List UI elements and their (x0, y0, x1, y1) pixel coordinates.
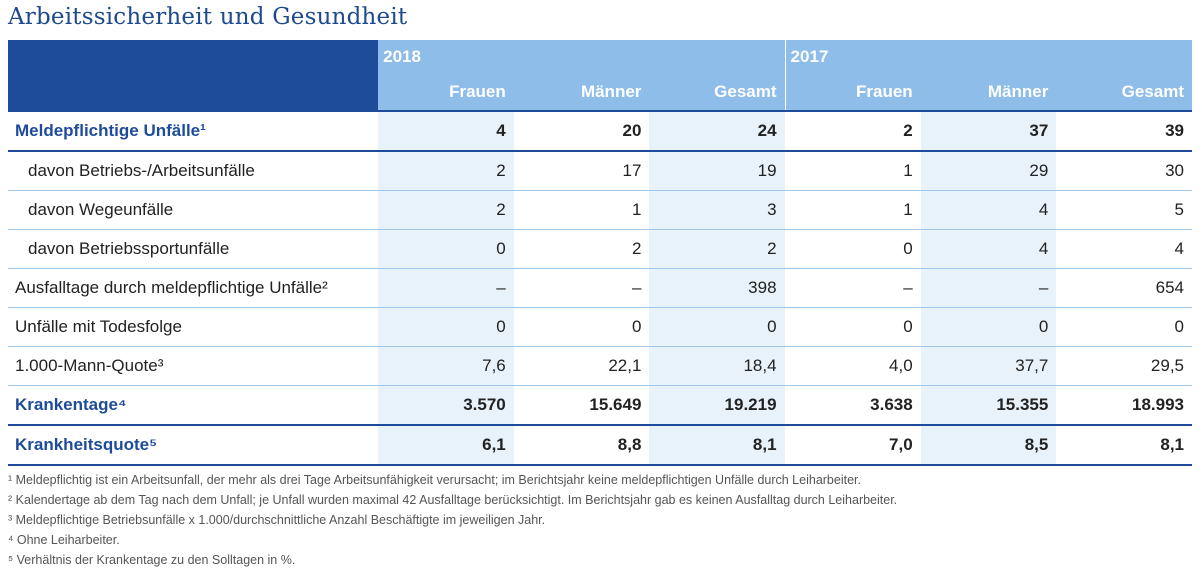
table-cell: 18,4 (649, 346, 786, 386)
table-cell: 17 (513, 151, 650, 191)
footnote: ⁵ Verhältnis der Krankentage zu den Soll… (8, 553, 296, 567)
row-label: Ausfalltage durch meldepflichtige Unfäll… (8, 268, 379, 308)
table-cell: 0 (920, 307, 1057, 347)
row-label: Krankheitsquote⁵ (8, 425, 379, 466)
table-row: Ausfalltage durch meldepflichtige Unfäll… (8, 268, 1192, 308)
year-header-2017: 2017 (784, 40, 1192, 73)
column-header: Gesamt (1056, 73, 1192, 111)
table-body: Meldepflichtige Unfälle¹ 4 20 24 2 37 39 davon … (8, 110, 1192, 466)
table-cell: 8,5 (920, 425, 1057, 466)
table-cell: 654 (1056, 268, 1192, 308)
row-label: davon Betriebssportunfälle (8, 229, 379, 269)
table-cell: 29 (920, 151, 1057, 191)
table-row: davon Wegeunfälle 2 1 3 1 4 5 (8, 190, 1192, 230)
table-cell: 30 (1056, 151, 1192, 191)
table-cell: 2 (513, 229, 650, 269)
table-cell: 7,6 (378, 346, 514, 386)
table-cell: 7,0 (784, 425, 921, 466)
table-row: Unfälle mit Todesfolge 0 0 0 0 0 0 (8, 307, 1192, 347)
column-header: Männer (920, 73, 1057, 111)
table-cell: – (784, 268, 921, 308)
footnote: ¹ Meldepflichtig ist ein Arbeitsunfall, … (8, 473, 861, 487)
table-cell: 0 (378, 229, 514, 269)
safety-health-table: 2018 2017 Frauen Männer Gesamt Frauen Mä… (8, 40, 1192, 466)
table-cell: 24 (649, 110, 786, 152)
table-row: Krankentage⁴ 3.570 15.649 19.219 3.638 15.355… (8, 385, 1192, 426)
table-cell: 1 (513, 190, 650, 230)
table-cell: 8,1 (649, 425, 786, 466)
footnote: ² Kalendertage ab dem Tag nach dem Unfal… (8, 493, 898, 507)
table-cell: 0 (784, 229, 921, 269)
column-header: Frauen (784, 73, 921, 111)
year-header-2018: 2018 (378, 40, 786, 73)
table-cell: 4 (920, 190, 1057, 230)
table-cell: 4,0 (784, 346, 921, 386)
table-cell: 3 (649, 190, 786, 230)
table-cell: 4 (1056, 229, 1192, 269)
table-cell: 5 (1056, 190, 1192, 230)
table-row: davon Betriebssportunfälle 0 2 2 0 4 4 (8, 229, 1192, 269)
table-cell: 1 (784, 151, 921, 191)
table-cell: 2 (378, 190, 514, 230)
row-label: Unfälle mit Todesfolge (8, 307, 379, 347)
page-title: Arbeitssicherheit und Gesundheit (8, 4, 408, 30)
row-label: Krankentage⁴ (8, 385, 379, 426)
table-cell: 8,1 (1056, 425, 1192, 466)
footnotes: ¹ Meldepflichtig ist ein Arbeitsunfall, … (8, 470, 897, 570)
row-label: davon Betriebs-/Arbeitsunfälle (8, 151, 379, 191)
table-cell: 18.993 (1056, 385, 1192, 426)
table-cell: 2 (784, 110, 921, 152)
table-cell: 20 (513, 110, 650, 152)
table-cell: 6,1 (378, 425, 514, 466)
table-cell: 37,7 (920, 346, 1057, 386)
table-cell: 398 (649, 268, 786, 308)
table-cell: 39 (1056, 110, 1192, 152)
footnote: ⁴ Ohne Leiharbeiter. (8, 533, 120, 547)
table-cell: 29,5 (1056, 346, 1192, 386)
table-cell: 2 (378, 151, 514, 191)
table-cell: 22,1 (513, 346, 650, 386)
table-cell: 8,8 (513, 425, 650, 466)
table-cell: 1 (784, 190, 921, 230)
table-cell: 3.638 (784, 385, 921, 426)
row-label: 1.000-Mann-Quote³ (8, 346, 379, 386)
table-cell: 0 (1056, 307, 1192, 347)
table-cell: – (513, 268, 650, 308)
table-row: davon Betriebs-/Arbeitsunfälle 2 17 19 1 29 30 (8, 151, 1192, 191)
table-cell: 0 (378, 307, 514, 347)
table-row: Krankheitsquote⁵ 6,1 8,8 8,1 7,0 8,5 8,1 (8, 425, 1192, 466)
row-label: Meldepflichtige Unfälle¹ (8, 110, 379, 152)
table-cell: 0 (649, 307, 786, 347)
table-cell: 3.570 (378, 385, 514, 426)
table-row: Meldepflichtige Unfälle¹ 4 20 24 2 37 39 (8, 110, 1192, 152)
footnote: ³ Meldepflichtige Betriebsunfälle x 1.00… (8, 513, 546, 527)
table-cell: – (378, 268, 514, 308)
table-cell: 19.219 (649, 385, 786, 426)
column-header: Gesamt (649, 73, 786, 111)
table-cell: 4 (920, 229, 1057, 269)
table-cell: 0 (784, 307, 921, 347)
table-row: 1.000-Mann-Quote³ 7,6 22,1 18,4 4,0 37,7 29,5 (8, 346, 1192, 386)
column-header: Männer (513, 73, 650, 111)
row-label: davon Wegeunfälle (8, 190, 379, 230)
table-cell: 4 (378, 110, 514, 152)
column-header: Frauen (378, 73, 514, 111)
header-corner (8, 40, 379, 111)
table-cell: 0 (513, 307, 650, 347)
table-cell: 2 (649, 229, 786, 269)
table-cell: 15.649 (513, 385, 650, 426)
table-cell: 15.355 (920, 385, 1057, 426)
table-cell: 37 (920, 110, 1057, 152)
table-cell: 19 (649, 151, 786, 191)
table-cell: – (920, 268, 1057, 308)
